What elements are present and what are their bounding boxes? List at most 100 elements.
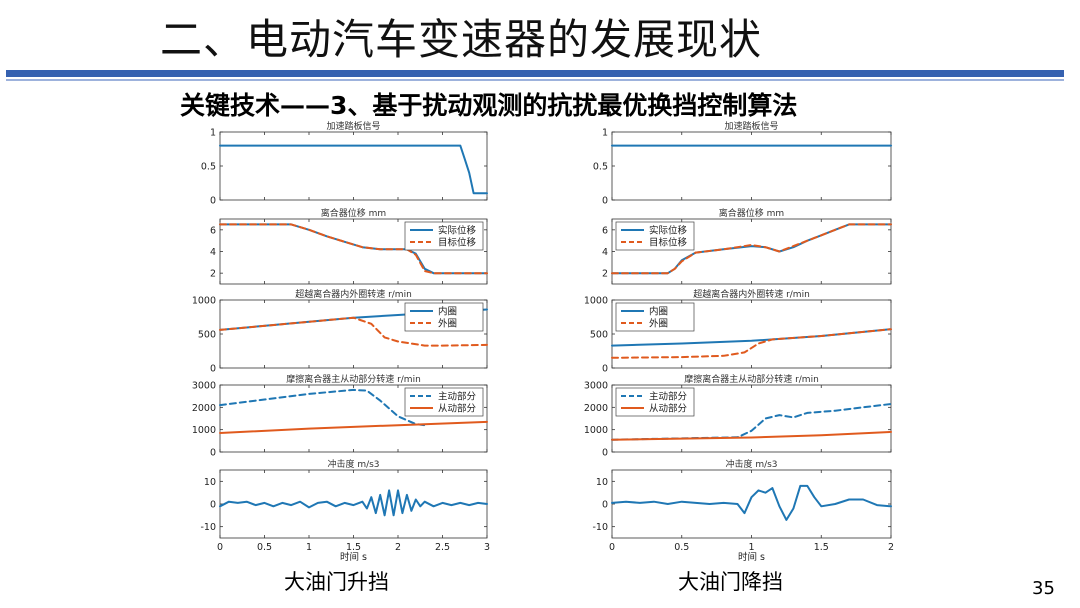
subplot-title: 加速踏板信号 [724, 120, 778, 132]
legend-box [615, 302, 695, 332]
title-underline-thin-bar [6, 79, 1064, 81]
subplot-1: 加速踏板信号 0 0.5 1 [593, 120, 892, 207]
legend-label: 从动部分 [438, 403, 477, 415]
y-tick-label: 0 [210, 500, 216, 511]
y-tick-label: 0 [602, 364, 608, 375]
x-tick-label: 1.5 [814, 542, 829, 553]
slide-title: 二、电动汽车变速器的发展现状 [160, 15, 763, 64]
subplot-title: 超越离合器内外圈转速 r/min [693, 288, 810, 300]
y-tick-label: 0 [602, 448, 608, 459]
downshift-figure: 加速踏板信号 0 0.5 1 离合器位移 mm 2 4 6 实际位移目标位移超越离合器内外圈转速… [584, 120, 894, 563]
legend-label: 从动部分 [649, 403, 688, 415]
legend-label: 目标位移 [438, 237, 477, 249]
series-line-1 [219, 489, 488, 517]
legend-label: 主动部分 [438, 391, 477, 403]
series-line-1 [611, 403, 892, 441]
y-tick-label: 4 [210, 247, 216, 258]
caption-downshift: 大油门降挡 [678, 570, 783, 594]
y-tick-label: 6 [210, 225, 216, 236]
y-tick-label: 3000 [192, 381, 216, 392]
y-tick-label: 500 [198, 330, 216, 341]
x-tick-label: 2.5 [435, 542, 450, 553]
y-tick-label: 10 [204, 477, 216, 488]
subplot-title: 冲击度 m/s3 [725, 458, 777, 470]
y-tick-label: 2000 [192, 403, 216, 414]
legend-box [404, 302, 484, 332]
x-tick-label: 0 [609, 542, 615, 553]
y-tick-label: 0 [602, 196, 608, 207]
upshift-figure: 加速踏板信号 0 0.5 1 离合器位移 mm 2 4 6 实际位移目标位移超越离合器内外圈转速… [192, 120, 490, 563]
axes-box [611, 469, 892, 539]
x-axis-label: 时间 s [340, 551, 367, 563]
subplot-title: 加速踏板信号 [326, 120, 380, 132]
x-tick-label: 1.5 [346, 542, 361, 553]
x-tick-label: 2 [888, 542, 894, 553]
legend-label: 主动部分 [649, 391, 688, 403]
axes-box [611, 131, 892, 201]
legend-box [404, 221, 484, 251]
x-axis-label: 时间 s [738, 551, 765, 563]
y-tick-label: 0 [602, 500, 608, 511]
y-tick-label: 1 [602, 128, 608, 139]
y-tick-label: 1000 [192, 296, 216, 307]
legend-box [615, 221, 695, 251]
y-tick-label: -10 [200, 522, 216, 533]
y-tick-label: 2 [210, 269, 216, 280]
legend-label: 内圈 [438, 306, 457, 318]
axes-box [219, 469, 488, 539]
series-line-2 [611, 430, 892, 441]
x-tick-label: 1 [748, 542, 754, 553]
caption-upshift: 大油门升挡 [284, 570, 389, 594]
x-tick-label: 1 [306, 542, 312, 553]
x-tick-label: 0.5 [674, 542, 689, 553]
subplot-title: 摩擦离合器主从动部分转速 r/min [286, 373, 421, 385]
y-tick-label: 1000 [192, 425, 216, 436]
y-tick-label: 0 [210, 364, 216, 375]
legend-label: 实际位移 [649, 225, 688, 237]
x-tick-label: 0.5 [257, 542, 272, 553]
y-tick-label: 1000 [584, 296, 608, 307]
y-tick-label: 2 [602, 269, 608, 280]
y-tick-label: 500 [590, 330, 608, 341]
legend-label: 外圈 [649, 318, 668, 330]
series-line-2 [611, 223, 892, 275]
legend-label: 实际位移 [438, 225, 477, 237]
series-line-2 [219, 223, 488, 275]
legend-label: 外圈 [438, 318, 457, 330]
y-tick-label: 0.5 [593, 162, 608, 173]
subplot-title: 离合器位移 mm [719, 207, 784, 219]
series-line-2 [219, 316, 488, 347]
series-line-1 [219, 388, 426, 427]
legend-label: 目标位移 [649, 237, 688, 249]
y-tick-label: 6 [602, 225, 608, 236]
series-line-2 [219, 420, 488, 434]
legend-label: 内圈 [649, 306, 668, 318]
x-tick-label: 2 [395, 542, 401, 553]
legend-box [404, 387, 484, 417]
subplot-title: 摩擦离合器主从动部分转速 r/min [684, 373, 819, 385]
y-tick-label: 1 [210, 128, 216, 139]
axes-box [219, 131, 488, 201]
subplot-title: 离合器位移 mm [321, 207, 386, 219]
subplot-title: 超越离合器内外圈转速 r/min [295, 288, 412, 300]
x-tick-label: 0 [217, 542, 223, 553]
series-line-1 [219, 144, 488, 195]
y-tick-label: 4 [602, 247, 608, 258]
y-tick-label: 1000 [584, 425, 608, 436]
y-tick-label: 0 [210, 196, 216, 207]
legend-box [615, 387, 695, 417]
y-tick-label: 3000 [584, 381, 608, 392]
title-underline-bar [6, 70, 1064, 77]
